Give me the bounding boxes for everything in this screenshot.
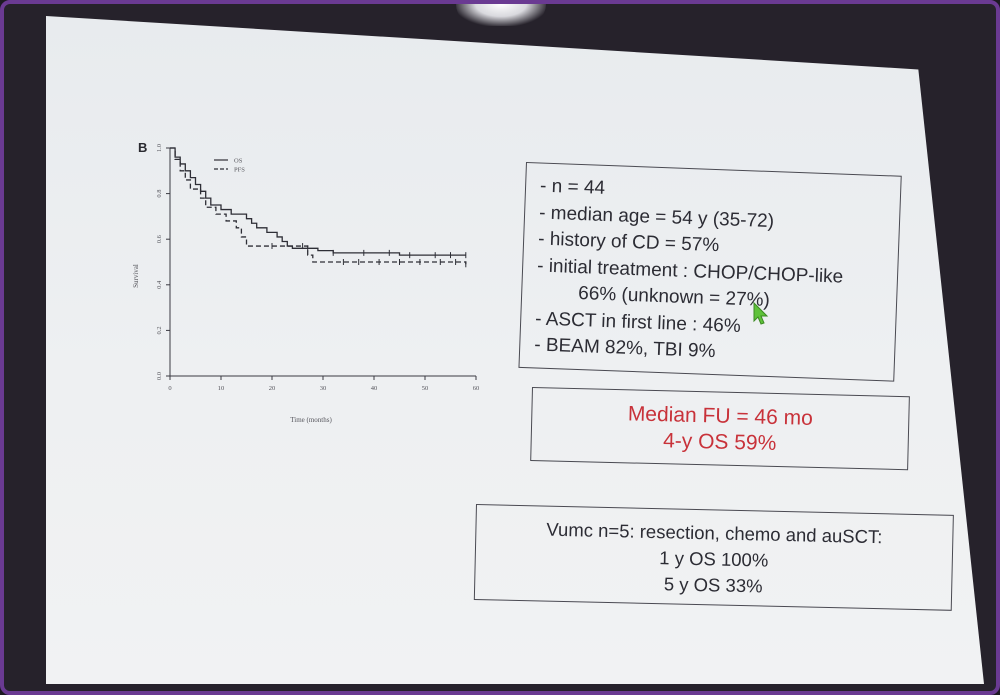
x-tick-label: 50 (422, 385, 429, 392)
x-axis-label: Time (months) (290, 416, 332, 424)
y-tick-label: 0.6 (156, 234, 163, 243)
x-tick-label: 10 (218, 385, 225, 392)
followup-box: Median FU = 46 mo 4-y OS 59% (530, 387, 910, 471)
legend-label-pfs: PFS (234, 167, 245, 174)
y-tick-label: 0.2 (156, 326, 163, 334)
panel-label: B (138, 140, 147, 155)
y-tick-label: 0.0 (156, 372, 163, 380)
y-tick-label: 1.0 (156, 144, 163, 152)
x-tick-label: 0 (168, 385, 171, 392)
slide (46, 16, 984, 684)
x-tick-label: 60 (473, 385, 480, 392)
y-axis-label: Survival (132, 264, 140, 288)
x-tick-label: 20 (269, 385, 276, 392)
vumc-box: Vumc n=5: resection, chemo and auSCT: 1 … (473, 504, 954, 611)
series-line-pfs (170, 147, 467, 265)
cohort-stats-box: - n = 44 - median age = 54 y (35-72) - h… (518, 162, 902, 382)
survival-chart: B 0 10 20 30 40 50 60 0.0 0.2 0.4 0.6 0.8 1.0 Time (mo… (132, 140, 480, 424)
series-line-os (170, 147, 466, 256)
x-tick-label: 40 (371, 385, 378, 392)
legend-label-os: OS (234, 158, 243, 165)
projector-glare (456, 4, 546, 26)
x-tick-label: 30 (320, 385, 327, 392)
y-tick-label: 0.8 (156, 190, 163, 198)
y-tick-label: 0.4 (156, 280, 163, 289)
pointer-cursor-icon (753, 302, 769, 325)
